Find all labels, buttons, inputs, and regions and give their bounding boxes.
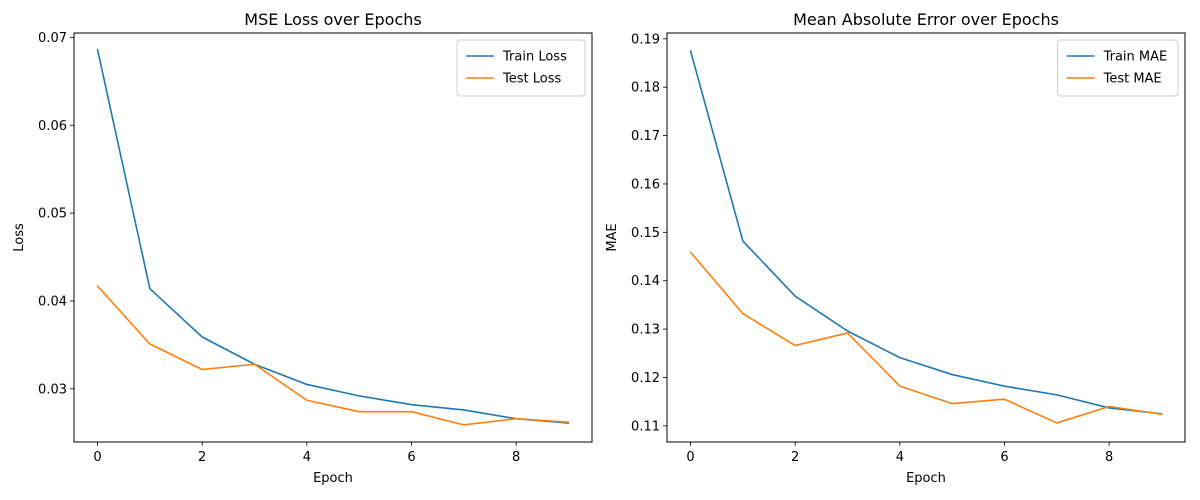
loss-axes-frame <box>73 32 593 443</box>
loss-legend-box <box>456 39 586 97</box>
mae-y-tick-label: 0.15 <box>631 226 660 241</box>
loss-x-tick-label: 4 <box>303 450 311 465</box>
loss-y-tick-label: 0.04 <box>38 294 67 309</box>
loss-legend-label: Test Loss <box>502 72 561 87</box>
mae-y-tick-label: 0.18 <box>631 81 660 96</box>
loss-y-tick-label: 0.07 <box>38 31 67 46</box>
mae-y-tick-label: 0.12 <box>631 371 660 386</box>
loss-legend: Train Loss Test Loss <box>456 39 586 97</box>
mae-y-tick-label: 0.16 <box>631 177 660 192</box>
mae-legend-label: Train MAE <box>1103 50 1168 65</box>
loss-y-tick-label: 0.03 <box>38 382 67 397</box>
mae-y-tick-label: 0.14 <box>631 274 660 289</box>
mae-x-tick-label: 0 <box>686 450 694 465</box>
loss-y-tick-label: 0.05 <box>38 207 67 222</box>
mae-x-tick-label: 4 <box>896 450 904 465</box>
mae-chart: 0 2 4 6 8 0.11 0.12 0.13 0.14 0.15 0.16 0.17 0.18 0.1… <box>605 10 1186 486</box>
loss-y-axis-label: Loss <box>12 223 27 252</box>
mae-x-tick-label: 8 <box>1105 450 1113 465</box>
mae-series-train-mae <box>689 50 1163 415</box>
mae-chart-title: Mean Absolute Error over Epochs <box>793 10 1059 29</box>
loss-chart: 0 2 4 6 8 0.03 0.04 0.05 0.06 0.07 MSE Loss over E… <box>12 10 593 486</box>
mae-y-axis-label: MAE <box>605 223 620 251</box>
mae-series-test-mae <box>689 251 1163 424</box>
mae-legend: Train MAE Test MAE <box>1057 39 1179 97</box>
mae-legend-label: Test MAE <box>1103 72 1162 87</box>
loss-series-train-loss <box>96 48 570 424</box>
mae-axes-frame <box>666 32 1186 443</box>
mae-x-axis-label: Epoch <box>906 471 946 486</box>
mae-x-tick-label: 6 <box>1000 450 1008 465</box>
mae-y-tick-label: 0.17 <box>631 129 660 144</box>
mae-x-tick-label: 2 <box>791 450 799 465</box>
mae-y-tick-label: 0.13 <box>631 323 660 338</box>
loss-chart-title: MSE Loss over Epochs <box>244 10 421 29</box>
loss-x-tick-label: 0 <box>93 450 101 465</box>
loss-series-test-loss <box>96 285 570 426</box>
loss-legend-label: Train Loss <box>502 50 567 65</box>
mae-y-tick-label: 0.11 <box>631 419 660 434</box>
loss-x-tick-label: 6 <box>407 450 415 465</box>
loss-x-tick-label: 2 <box>198 450 206 465</box>
loss-y-tick-label: 0.06 <box>38 119 67 134</box>
loss-x-tick-label: 8 <box>512 450 520 465</box>
mae-y-tick-label: 0.19 <box>631 32 660 47</box>
loss-x-axis-label: Epoch <box>313 471 353 486</box>
mae-legend-box <box>1057 39 1179 97</box>
